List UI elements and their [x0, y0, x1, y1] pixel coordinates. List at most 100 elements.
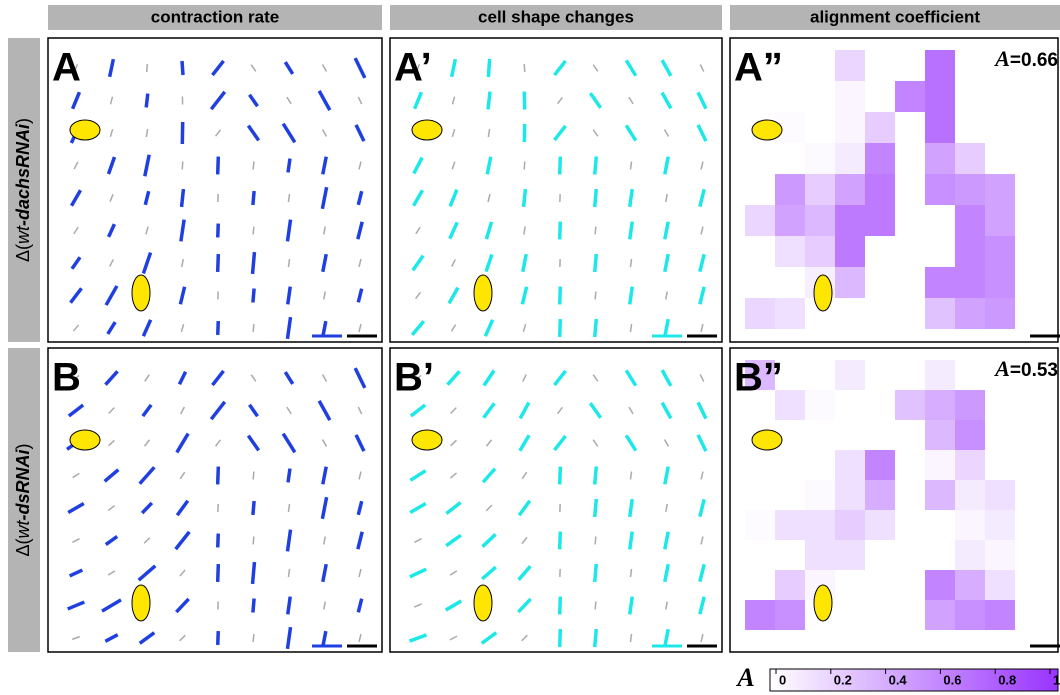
orientation-bar [323, 601, 326, 610]
heatmap-cell [925, 267, 955, 298]
panel-label: B” [734, 356, 783, 400]
heatmap-cell [805, 480, 835, 510]
orientation-bar [321, 129, 328, 137]
orientation-bar [72, 537, 80, 544]
orientation-bar [663, 628, 670, 648]
orientation-bar [451, 259, 456, 267]
orientation-bar [108, 439, 115, 447]
heatmap-cell [835, 112, 865, 143]
alignment-symbol: A [993, 356, 1010, 381]
orientation-bar [482, 402, 496, 419]
orientation-bar [660, 369, 673, 387]
colorbar-tick-label: 0.8 [998, 672, 1016, 687]
orientation-bar [521, 253, 528, 273]
orientation-bar [321, 466, 328, 485]
orientation-bar [484, 253, 494, 273]
orientation-bar [180, 323, 185, 333]
eye-marker [751, 119, 783, 141]
heatmap-cell [925, 81, 955, 112]
orientation-bar [357, 406, 363, 415]
row-header-part: wt [13, 519, 33, 538]
heatmap-cell [955, 267, 985, 298]
orientation-bar [449, 58, 458, 78]
orientation-bar [553, 124, 567, 142]
row-header-part: -dsRNAi [13, 448, 33, 520]
orientation-bar [518, 401, 531, 420]
orientation-bar [215, 156, 221, 175]
orientation-bar [285, 626, 293, 650]
heatmap-cell [865, 450, 895, 480]
orientation-bar [181, 258, 184, 268]
orientation-bar [624, 434, 638, 452]
heatmap-cell [865, 112, 895, 143]
column-header: alignment coefficient [810, 7, 980, 26]
heatmap-cell [865, 480, 895, 510]
heatmap-cell [955, 420, 985, 450]
orientation-bar [665, 193, 668, 203]
orientation-bar [523, 226, 526, 235]
row-header-bg [8, 38, 40, 342]
orientation-bar [286, 158, 292, 173]
orientation-bar [215, 253, 221, 273]
orientation-bar [483, 319, 495, 337]
orientation-bar [250, 374, 257, 382]
orientation-bar [140, 501, 154, 515]
alignment-annotation: A=0.66 [993, 46, 1058, 71]
orientation-bar [358, 258, 362, 268]
heatmap-cell [745, 360, 775, 390]
heatmap-cell [925, 174, 955, 205]
eye-marker [813, 584, 833, 622]
orientation-bar [251, 598, 256, 613]
orientation-bar [628, 531, 634, 550]
alignment-value: =0.66 [1010, 50, 1058, 71]
orientation-bar [357, 96, 363, 105]
orientation-bar [557, 156, 563, 175]
eye-marker [473, 274, 493, 312]
row-header-part: -dachsRNAi [13, 123, 33, 226]
orientation-bar [411, 254, 425, 272]
orientation-bar [109, 194, 114, 202]
column-header: contraction rate [151, 7, 279, 26]
orientation-bar [482, 369, 496, 387]
orientation-bar [698, 498, 706, 518]
row-header-part: ) [13, 443, 33, 449]
orientation-bar [145, 128, 149, 138]
orientation-bar [414, 603, 422, 608]
orientation-bar [663, 466, 670, 485]
heatmap-cell [835, 205, 865, 236]
orientation-bar [665, 601, 668, 610]
orientation-bar [246, 124, 261, 142]
orientation-bar [353, 57, 367, 79]
orientation-bar [354, 124, 366, 142]
orientation-bar [287, 193, 291, 203]
orientation-bar [107, 570, 116, 576]
eye-marker [69, 429, 101, 451]
colorbar-symbol: A [735, 663, 754, 692]
orientation-bar [556, 406, 564, 415]
orientation-bar [485, 156, 493, 175]
orientation-bar [215, 466, 221, 485]
column-header-bg [390, 5, 722, 30]
orientation-bar [592, 439, 599, 447]
colorbar-tick-label: 0.4 [889, 672, 908, 687]
orientation-bar [320, 496, 329, 520]
heatmap-cell [775, 570, 805, 600]
heatmap-cell [955, 540, 985, 570]
orientation-bar [69, 287, 83, 304]
heatmap-cell [985, 298, 1015, 329]
orientation-bar [67, 600, 85, 611]
orientation-bar [660, 91, 673, 110]
orientation-bar [700, 226, 704, 235]
row-header-bg [8, 348, 40, 652]
orientation-bar [451, 128, 456, 138]
heatmap-cell [955, 600, 985, 630]
orientation-bar [320, 186, 329, 210]
orientation-bar [553, 369, 567, 387]
orientation-bar [287, 503, 291, 513]
orientation-bar [446, 370, 461, 386]
orientation-bar [698, 253, 706, 273]
orientation-bar [486, 58, 492, 78]
heatmap-cell [985, 540, 1015, 570]
orientation-bar [250, 251, 257, 275]
